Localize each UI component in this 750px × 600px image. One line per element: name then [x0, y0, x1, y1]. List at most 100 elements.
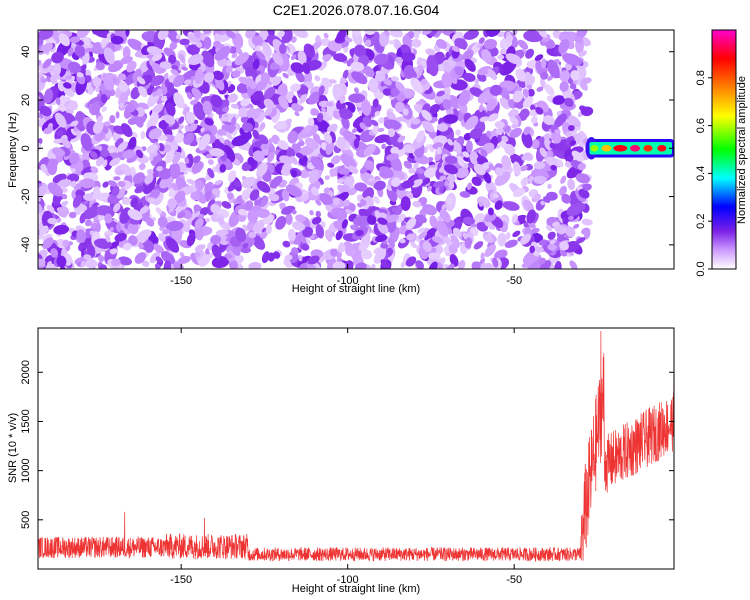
- noise-cell: [179, 69, 198, 86]
- signal-band-core: [590, 145, 599, 152]
- noise-cell: [473, 213, 485, 225]
- noise-cell: [310, 109, 319, 116]
- noise-cell: [487, 113, 499, 122]
- noise-cell: [46, 204, 55, 213]
- noise-cell: [505, 232, 511, 240]
- noise-cell: [90, 30, 111, 39]
- noise-cell: [569, 260, 578, 269]
- noise-cell: [95, 87, 100, 93]
- noise-cell: [465, 140, 473, 153]
- noise-cell: [414, 214, 427, 224]
- noise-cell: [276, 149, 287, 162]
- y-tick-label: 20: [20, 94, 32, 106]
- noise-cell: [544, 138, 552, 151]
- noise-cell: [408, 167, 416, 174]
- noise-cell: [517, 39, 529, 50]
- noise-cell: [534, 54, 544, 62]
- noise-cell: [337, 178, 344, 184]
- noise-cell: [324, 175, 330, 180]
- noise-cell: [235, 47, 243, 55]
- noise-cell: [473, 241, 484, 250]
- noise-cell: [427, 185, 433, 192]
- noise-cell: [309, 210, 314, 216]
- noise-cell: [104, 155, 114, 171]
- noise-cell: [393, 39, 402, 51]
- noise-cell: [440, 30, 455, 36]
- noise-cell: [200, 127, 205, 133]
- colorbar-label: Normalized spectral amplitude: [736, 76, 748, 224]
- noise-cell: [232, 30, 240, 35]
- noise-cell: [278, 183, 287, 188]
- noise-cell: [216, 128, 227, 136]
- noise-cell: [377, 127, 385, 132]
- noise-cell: [231, 52, 238, 59]
- noise-cell: [221, 201, 232, 209]
- noise-cell: [204, 189, 212, 202]
- noise-cell: [69, 42, 77, 48]
- noise-cell: [554, 113, 567, 128]
- y-tick-label: 500: [20, 511, 32, 529]
- noise-cell: [547, 183, 552, 190]
- noise-cell: [520, 177, 529, 187]
- noise-cell: [80, 133, 93, 152]
- noise-cell: [98, 255, 105, 263]
- noise-cell: [351, 128, 358, 134]
- noise-cell: [127, 38, 145, 51]
- chart-title: C2E1.2026.078.07.16.G04: [273, 2, 440, 18]
- noise-cell: [179, 38, 190, 46]
- noise-cell: [512, 90, 524, 103]
- snr-y-label: SNR (10 * v/v): [7, 413, 19, 483]
- noise-cell: [248, 231, 257, 239]
- noise-cell: [115, 223, 122, 232]
- noise-cell: [559, 185, 567, 196]
- noise-cell: [480, 262, 487, 269]
- colorbar-tick-label: 0.4: [695, 166, 707, 181]
- noise-cell: [311, 216, 322, 225]
- noise-cell: [240, 98, 250, 107]
- noise-cell: [389, 30, 404, 38]
- noise-cell: [521, 131, 533, 149]
- noise-cell: [374, 134, 390, 144]
- snr-frame: [37, 327, 675, 570]
- noise-cell: [573, 223, 580, 229]
- noise-cell: [336, 251, 342, 260]
- noise-cell: [459, 191, 471, 198]
- noise-cell: [117, 73, 127, 81]
- noise-cell: [252, 235, 266, 250]
- y-tick-label: 1000: [20, 458, 32, 482]
- noise-cell: [57, 80, 66, 92]
- snr-x-label: Height of straight line (km): [292, 583, 420, 595]
- noise-cell: [462, 72, 476, 82]
- x-tick-label: -50: [506, 574, 522, 586]
- noise-cell: [280, 179, 288, 185]
- noise-cell: [326, 101, 334, 107]
- noise-cell: [568, 115, 581, 128]
- noise-cell: [154, 263, 161, 269]
- noise-cell: [186, 178, 195, 185]
- noise-cell: [265, 224, 272, 235]
- noise-cell: [252, 219, 266, 233]
- noise-cell: [63, 87, 75, 97]
- noise-cell: [109, 241, 120, 250]
- noise-cell: [109, 148, 114, 154]
- noise-cell: [292, 30, 309, 38]
- noise-cell: [383, 119, 402, 131]
- snr-series-line: [38, 330, 674, 562]
- colorbar: 0.0 0.2 0.4 0.6 0.8 Normalized spectral ampl…: [695, 29, 748, 277]
- y-tick-label: 0: [20, 145, 32, 151]
- y-tick-label: -40: [20, 237, 32, 253]
- x-tick-label: -150: [170, 574, 192, 586]
- noise-cell: [428, 252, 441, 260]
- noise-cell: [572, 79, 578, 85]
- noise-cell: [510, 153, 524, 167]
- noise-cell: [247, 210, 259, 223]
- signal-band-core: [643, 145, 653, 152]
- noise-cell: [513, 187, 526, 198]
- noise-cell: [580, 77, 592, 85]
- y-tick-label: -20: [20, 189, 32, 205]
- noise-cell: [57, 206, 70, 218]
- noise-cell: [271, 134, 280, 145]
- noise-cell: [215, 193, 220, 198]
